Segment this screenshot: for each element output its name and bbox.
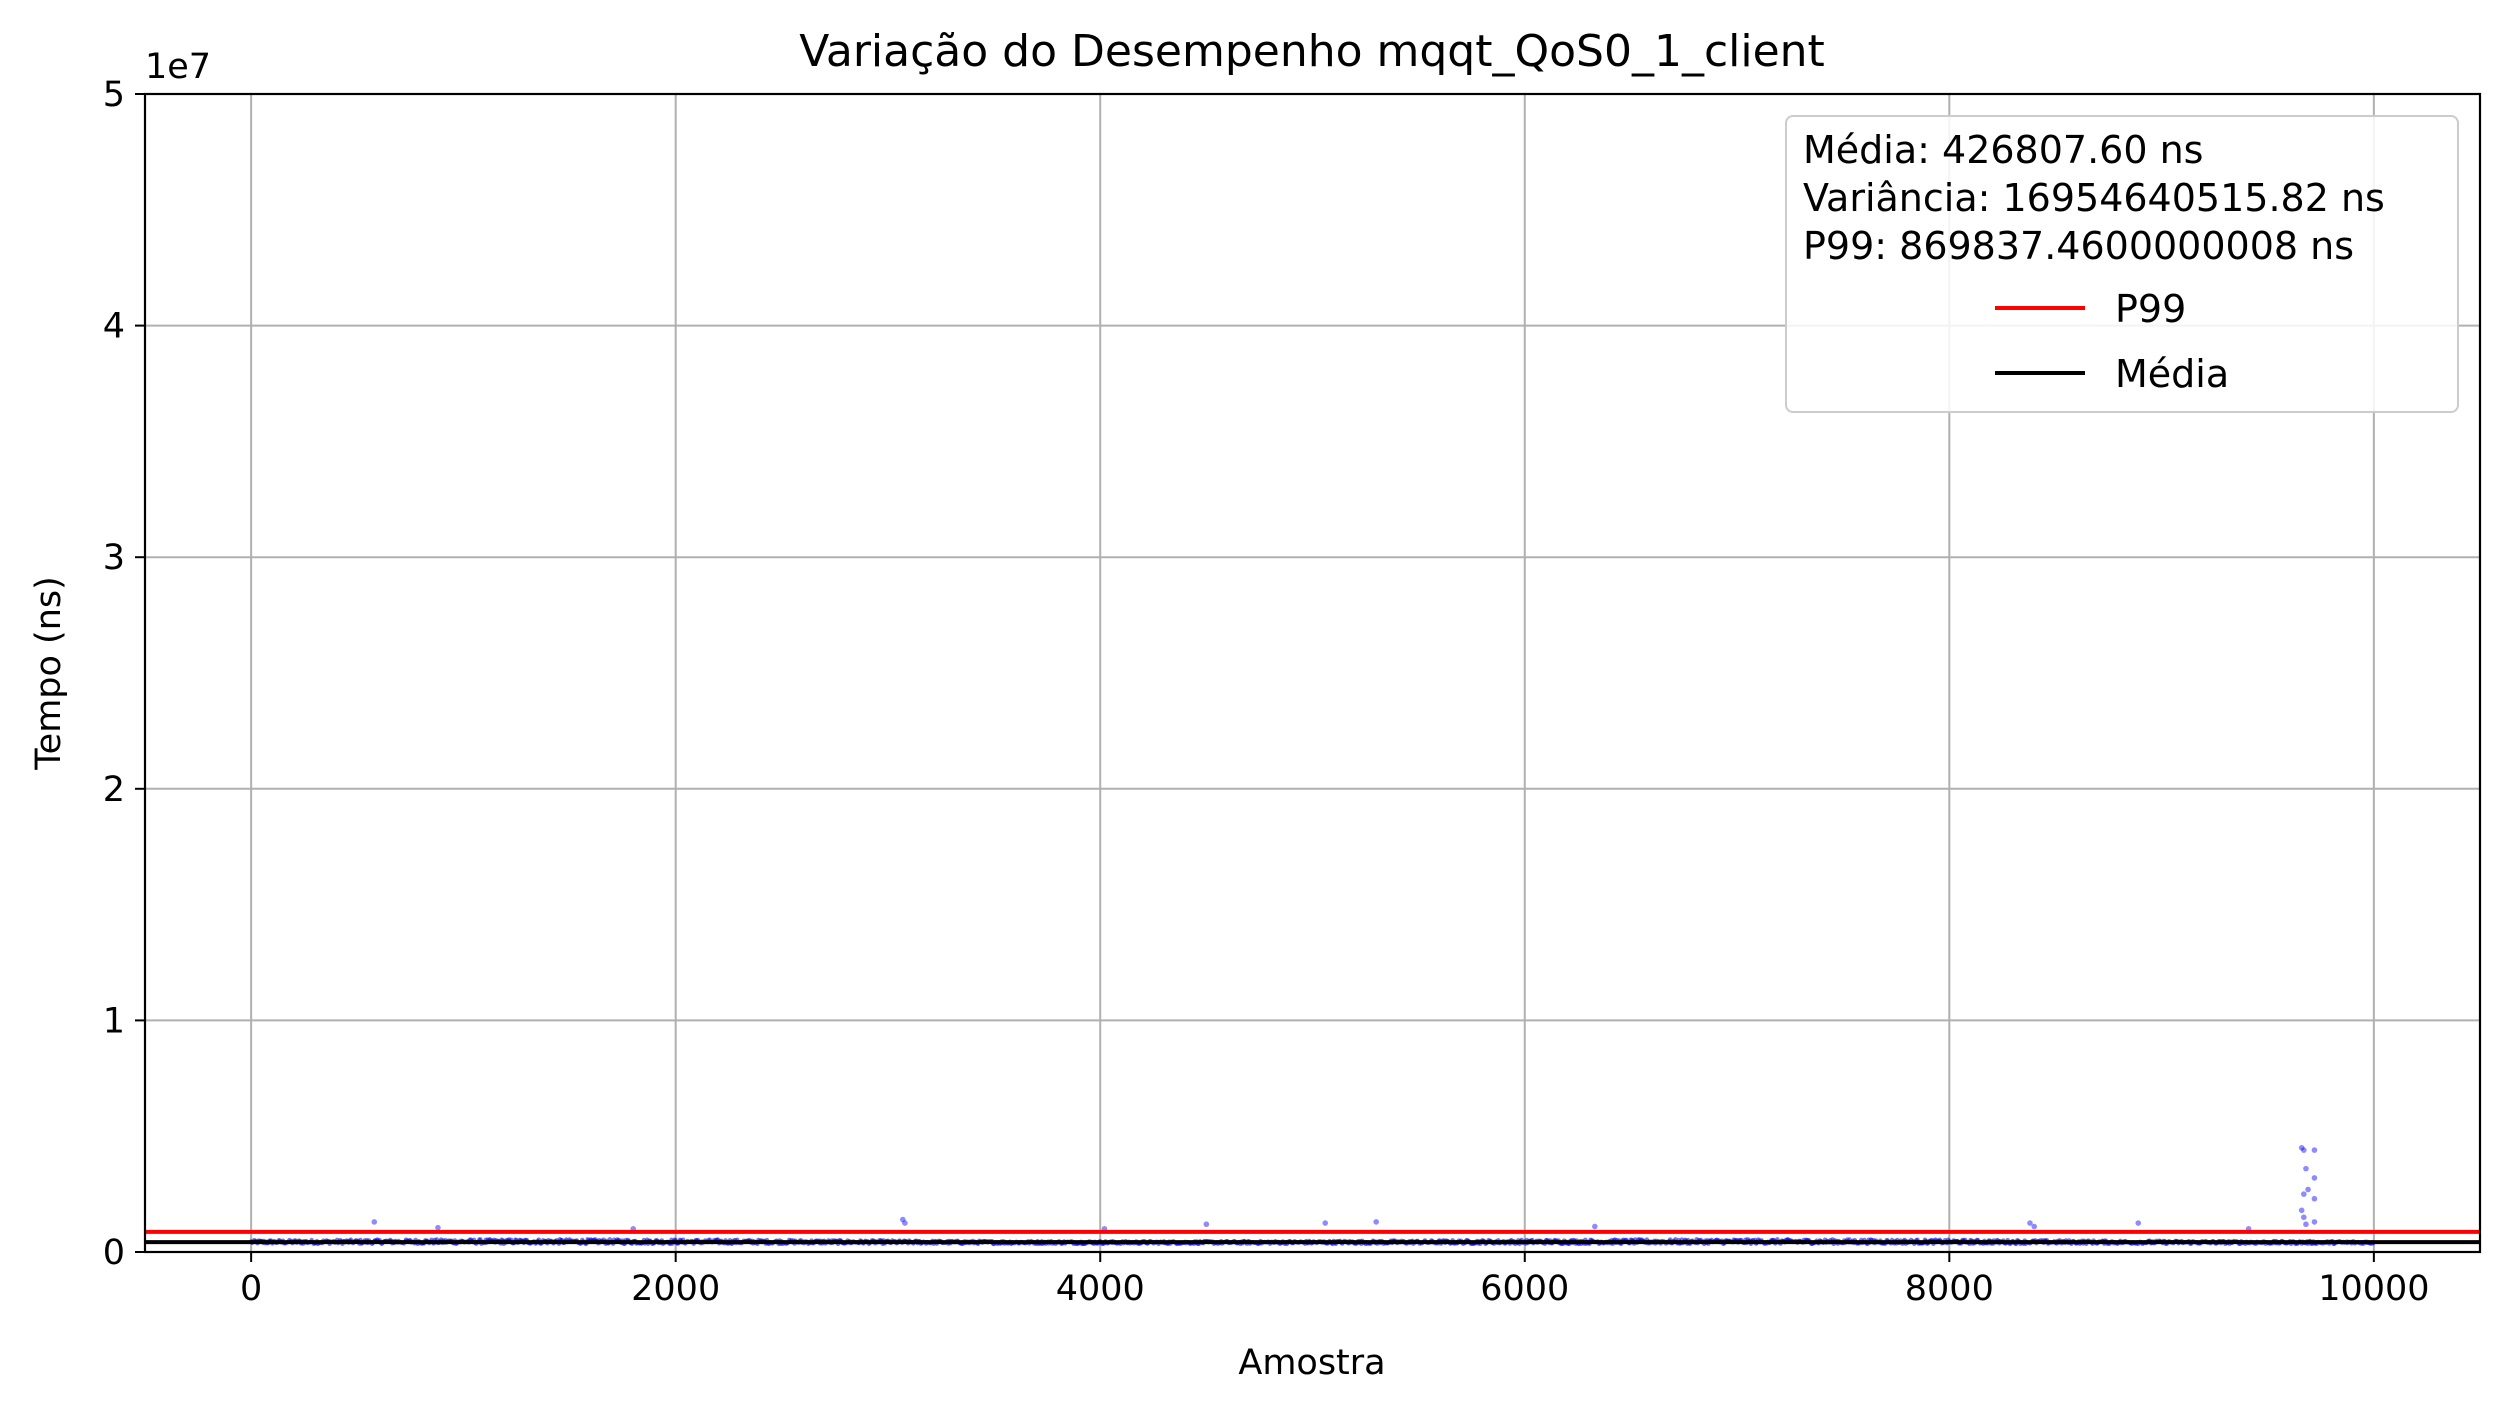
outlier-point: [1592, 1223, 1598, 1230]
outlier-point: [2311, 1175, 2318, 1181]
outlier-point: [1322, 1220, 1329, 1226]
y-tick-label: 4: [103, 307, 125, 347]
outlier-point: [2311, 1219, 2318, 1225]
outlier-point: [2298, 1144, 2305, 1151]
outlier-point: [1203, 1221, 1210, 1228]
y-axis-ticks: 0 1 2 3 4 5: [103, 75, 145, 1273]
outlier-point: [2301, 1191, 2307, 1197]
legend-stat-p99: P99: 869837.4600000008 ns: [1803, 224, 2354, 268]
y-axis-offset-label: 1e7: [145, 47, 211, 87]
outlier-point: [2311, 1147, 2318, 1153]
x-axis-ticks: 0 2000 4000 6000 8000 10000: [240, 1252, 2430, 1309]
outlier-point: [371, 1219, 378, 1225]
outlier-point: [2305, 1186, 2311, 1193]
x-tick-label: 0: [240, 1269, 262, 1309]
reference-lines: [145, 1229, 2480, 1245]
outlier-point: [1373, 1219, 1379, 1225]
outlier-point: [2135, 1220, 2142, 1226]
x-tick-label: 8000: [1905, 1269, 1994, 1309]
outlier-point: [2027, 1220, 2033, 1226]
y-tick-label: 2: [103, 770, 125, 810]
plot-frame: [143, 92, 2482, 1254]
x-tick-label: 2000: [631, 1269, 720, 1309]
x-tick-label: 10000: [2318, 1269, 2429, 1309]
legend-stat-variance: Variância: 16954640515.82 ns: [1803, 176, 2385, 220]
legend-label-p99: P99: [2115, 287, 2186, 331]
outlier-point: [2031, 1223, 2038, 1230]
outlier-point: [902, 1220, 908, 1226]
legend-stat-mean: Média: 426807.60 ns: [1803, 128, 2203, 172]
y-axis-label: Tempo (ns): [29, 576, 69, 771]
legend-label-mean: Média: [2115, 352, 2229, 396]
outlier-point: [2301, 1147, 2307, 1153]
outlier-point: [2311, 1195, 2318, 1202]
x-tick-label: 4000: [1056, 1269, 1145, 1309]
x-axis-label: Amostra: [1238, 1343, 1385, 1383]
y-tick-label: 5: [103, 75, 125, 115]
legend-box: [1785, 115, 2459, 413]
outlier-point: [2303, 1165, 2309, 1172]
outlier-point: [2301, 1214, 2307, 1221]
y-tick-label: 0: [103, 1233, 125, 1273]
legend: Média: 426807.60 ns Variância: 169546405…: [1785, 115, 2459, 413]
outlier-point: [2298, 1207, 2305, 1214]
outlier-point: [435, 1224, 441, 1231]
outlier-point: [900, 1216, 906, 1223]
chart-title: Variação do Desempenho mqqt_QoS0_1_clien…: [799, 26, 1825, 77]
outlier-point: [2303, 1221, 2309, 1228]
y-tick-label: 1: [103, 1001, 125, 1041]
x-tick-label: 6000: [1480, 1269, 1569, 1309]
y-tick-label: 3: [103, 538, 125, 578]
